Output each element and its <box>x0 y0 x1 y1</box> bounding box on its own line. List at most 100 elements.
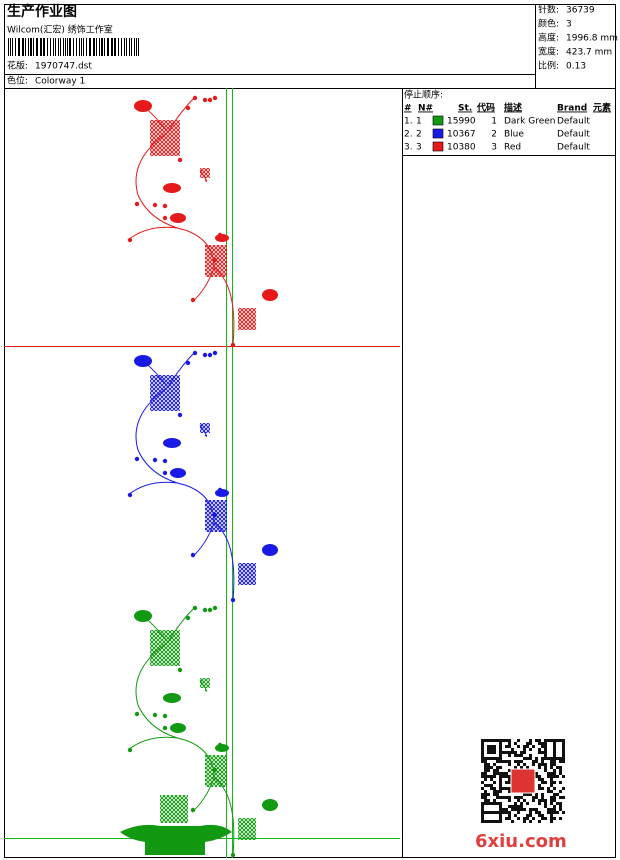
description: Dark Green <box>504 117 555 127</box>
bar <box>96 38 97 56</box>
qr-cell <box>490 748 493 751</box>
bar <box>25 38 26 56</box>
qr-cell <box>511 748 514 751</box>
qr-cell <box>562 796 565 799</box>
colorway: Colorway 1 <box>35 77 85 87</box>
qr-cell <box>550 760 553 763</box>
qr-cell <box>487 769 490 772</box>
qr-cell <box>481 793 484 796</box>
qr-cell <box>487 799 490 802</box>
qr-cell <box>508 796 511 799</box>
qr-cell <box>520 796 523 799</box>
bar <box>83 38 84 56</box>
leaf <box>170 213 186 223</box>
bowl <box>120 824 232 855</box>
leaf <box>262 544 278 556</box>
qr-cell <box>526 766 529 769</box>
bead <box>217 742 223 748</box>
bead <box>192 350 198 356</box>
bead <box>190 807 196 813</box>
qr-cell <box>499 760 502 763</box>
bar <box>47 38 48 56</box>
qr-cell <box>508 799 511 802</box>
qr-cell <box>508 781 511 784</box>
qr-cell <box>523 820 526 823</box>
qr-cell <box>505 775 508 778</box>
flower <box>200 678 210 688</box>
qr-cell <box>523 793 526 796</box>
qr-cell <box>493 820 496 823</box>
code: 2 <box>491 130 497 140</box>
qr-cell <box>541 787 544 790</box>
qr-cell <box>541 814 544 817</box>
qr-cell <box>487 766 490 769</box>
leaf <box>134 100 152 112</box>
qr-code <box>480 738 566 824</box>
column-header: St. <box>458 104 472 114</box>
qr-cell <box>520 802 523 805</box>
qr-cell <box>553 745 556 748</box>
qr-cell <box>550 808 553 811</box>
bead <box>127 492 133 498</box>
qr-cell <box>490 745 493 748</box>
outer-frame <box>4 4 616 858</box>
bar <box>50 38 51 56</box>
qr-cell <box>481 805 484 808</box>
bead <box>185 615 191 621</box>
bar <box>76 38 77 56</box>
row-n: 1 <box>416 117 422 127</box>
design: 1970747.dst <box>35 62 92 72</box>
qr-cell <box>541 742 544 745</box>
brand: Default <box>557 117 590 127</box>
qr-cell <box>481 796 484 799</box>
qr-cell <box>484 802 487 805</box>
qr-cell <box>499 772 502 775</box>
qr-cell <box>490 757 493 760</box>
qr-cell <box>481 745 484 748</box>
stat-label: 宽度: <box>538 46 559 58</box>
qr-cell <box>493 748 496 751</box>
leaf <box>134 610 152 622</box>
qr-cell <box>553 787 556 790</box>
qr-cell <box>484 739 487 742</box>
qr-cell <box>496 793 499 796</box>
qr-cell <box>502 796 505 799</box>
qr-cell <box>538 811 541 814</box>
watermark: 6xiu.com <box>475 831 567 852</box>
color-swatch <box>432 128 444 139</box>
qr-cell <box>490 820 493 823</box>
qr-cell <box>514 742 517 745</box>
qr-cell <box>556 802 559 805</box>
qr-cell <box>556 793 559 796</box>
qr-cell <box>508 754 511 757</box>
qr-cell <box>544 751 547 754</box>
qr-cell <box>499 802 502 805</box>
vine <box>127 606 235 856</box>
stitches: 10367 <box>447 130 476 140</box>
qr-cell <box>499 787 502 790</box>
qr-cell <box>520 808 523 811</box>
qr-cell <box>559 802 562 805</box>
qr-cell <box>544 754 547 757</box>
qr-cell <box>538 778 541 781</box>
qr-cell <box>505 772 508 775</box>
qr-cell <box>556 757 559 760</box>
qr-cell <box>502 760 505 763</box>
qr-cell <box>556 766 559 769</box>
qr-cell <box>526 742 529 745</box>
qr-cell <box>517 817 520 820</box>
qr-cell <box>508 787 511 790</box>
qr-cell <box>490 778 493 781</box>
stat-value: 36739 <box>566 6 595 16</box>
qr-cell <box>526 802 529 805</box>
qr-cell <box>505 739 508 742</box>
qr-cell <box>538 799 541 802</box>
qr-cell <box>535 757 538 760</box>
qr-cell <box>517 811 520 814</box>
qr-cell <box>508 745 511 748</box>
qr-cell <box>481 748 484 751</box>
bead <box>202 352 208 358</box>
qr-cell <box>499 781 502 784</box>
qr-cell <box>532 763 535 766</box>
qr-cell <box>499 742 502 745</box>
